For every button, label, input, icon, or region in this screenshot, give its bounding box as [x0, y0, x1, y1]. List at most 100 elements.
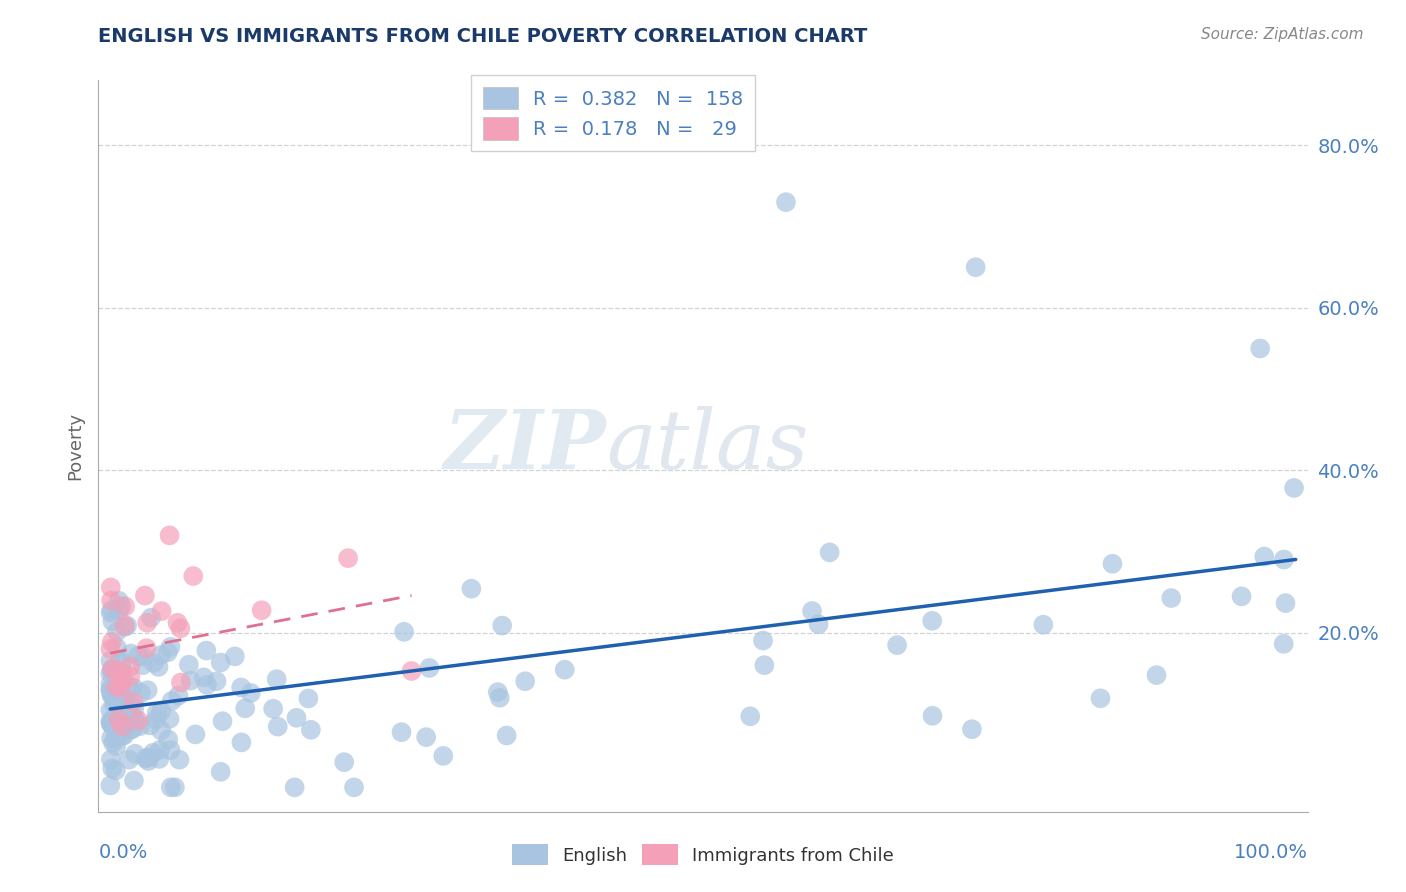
Point	[1230, 590, 1253, 604]
Point	[100, 689, 122, 703]
Point	[105, 669, 128, 683]
Point	[120, 681, 142, 696]
Point	[166, 615, 188, 630]
Legend: R =  0.382   N =  158, R =  0.178   N =   29: R = 0.382 N = 158, R = 0.178 N = 29	[471, 75, 755, 152]
Point	[120, 659, 142, 673]
Point	[122, 695, 145, 709]
Point	[515, 674, 537, 689]
Point	[118, 753, 141, 767]
Point	[136, 615, 159, 630]
Point	[98, 677, 121, 691]
Point	[180, 673, 202, 688]
Point	[114, 599, 136, 614]
Point	[1160, 591, 1182, 605]
Point	[111, 713, 134, 727]
Point	[740, 709, 762, 723]
Point	[1272, 637, 1295, 651]
Point	[209, 656, 232, 670]
Point	[100, 731, 122, 745]
Point	[224, 649, 246, 664]
Point	[149, 648, 172, 662]
Point	[195, 678, 218, 692]
Point	[117, 709, 139, 723]
Text: 0.0%: 0.0%	[98, 843, 148, 862]
Point	[104, 693, 127, 707]
Point	[1272, 552, 1295, 566]
Text: atlas: atlas	[606, 406, 808, 486]
Point	[921, 614, 943, 628]
Point	[193, 670, 215, 684]
Point	[105, 624, 128, 639]
Point	[149, 743, 172, 757]
Point	[114, 728, 136, 742]
Point	[136, 754, 159, 768]
Point	[775, 195, 797, 210]
Point	[1090, 691, 1112, 706]
Point	[114, 697, 136, 711]
Point	[159, 640, 181, 654]
Point	[262, 702, 284, 716]
Point	[142, 656, 165, 670]
Point	[138, 750, 160, 764]
Legend: English, Immigrants from Chile: English, Immigrants from Chile	[503, 835, 903, 874]
Point	[211, 714, 233, 729]
Point	[120, 647, 142, 661]
Point	[101, 635, 124, 649]
Point	[121, 713, 143, 727]
Point	[209, 764, 232, 779]
Point	[110, 719, 132, 733]
Point	[145, 713, 167, 727]
Point	[108, 593, 131, 607]
Point	[157, 732, 180, 747]
Point	[120, 670, 142, 684]
Point	[1253, 549, 1275, 564]
Point	[148, 660, 170, 674]
Point	[284, 780, 307, 795]
Point	[122, 773, 145, 788]
Point	[169, 753, 191, 767]
Point	[266, 672, 288, 686]
Point	[129, 686, 152, 700]
Point	[121, 722, 143, 736]
Point	[104, 682, 127, 697]
Point	[114, 620, 136, 634]
Point	[159, 712, 181, 726]
Point	[105, 688, 128, 702]
Point	[333, 755, 356, 769]
Point	[107, 664, 129, 678]
Point	[167, 689, 190, 703]
Point	[101, 761, 124, 775]
Point	[124, 711, 146, 725]
Point	[139, 718, 162, 732]
Point	[1274, 596, 1296, 610]
Point	[105, 739, 128, 753]
Point	[108, 603, 131, 617]
Point	[124, 747, 146, 761]
Point	[150, 704, 173, 718]
Point	[160, 694, 183, 708]
Point	[205, 674, 228, 689]
Point	[114, 618, 136, 632]
Point	[111, 698, 134, 713]
Point	[460, 582, 482, 596]
Text: ZIP: ZIP	[444, 406, 606, 486]
Point	[418, 661, 440, 675]
Point	[100, 606, 122, 620]
Point	[107, 704, 129, 718]
Point	[105, 640, 128, 655]
Point	[115, 704, 138, 718]
Point	[98, 779, 121, 793]
Point	[965, 260, 987, 275]
Point	[169, 621, 191, 635]
Point	[129, 719, 152, 733]
Point	[101, 614, 124, 628]
Point	[132, 649, 155, 664]
Point	[554, 663, 576, 677]
Point	[121, 722, 143, 736]
Point	[122, 681, 145, 695]
Point	[100, 716, 122, 731]
Point	[100, 752, 122, 766]
Point	[98, 682, 121, 697]
Point	[156, 645, 179, 659]
Point	[108, 676, 131, 690]
